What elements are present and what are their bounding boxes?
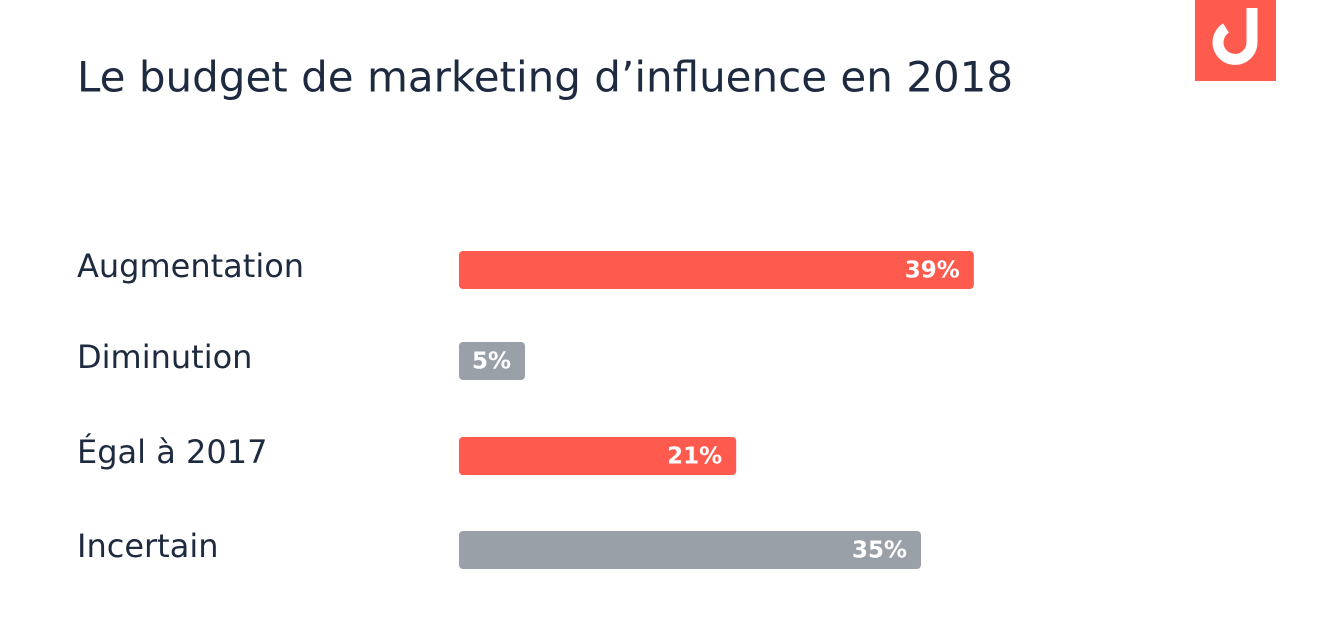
logo-background xyxy=(1195,0,1276,81)
value-label: 5% xyxy=(472,349,511,375)
chart-title: Le budget de marketing d’influence en 20… xyxy=(77,53,1013,102)
logo-mark xyxy=(1212,8,1258,65)
logo xyxy=(1195,0,1276,81)
bar xyxy=(459,437,737,475)
value-label: 35% xyxy=(852,538,907,564)
bar xyxy=(459,251,974,289)
category-label: Incertain xyxy=(77,527,218,565)
bar xyxy=(459,531,921,569)
bar xyxy=(459,342,525,380)
value-label: 39% xyxy=(905,258,960,284)
category-label: Égal à 2017 xyxy=(77,433,267,471)
category-label: Augmentation xyxy=(77,247,304,285)
value-label: 21% xyxy=(667,444,722,470)
category-label: Diminution xyxy=(77,338,252,376)
